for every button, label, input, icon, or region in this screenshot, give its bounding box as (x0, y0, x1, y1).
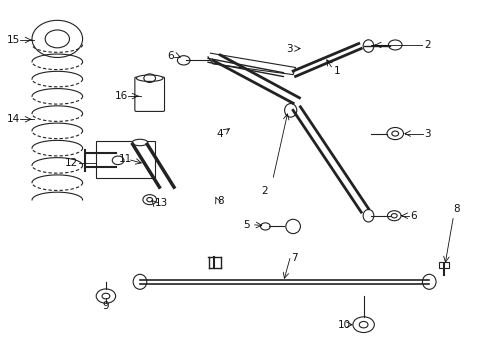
Bar (96, 141, 154, 178)
FancyBboxPatch shape (135, 77, 164, 111)
Text: 14: 14 (7, 114, 20, 124)
Bar (438, 262, 448, 267)
Text: 13: 13 (154, 198, 167, 208)
Text: 11: 11 (119, 154, 132, 164)
Text: 6: 6 (167, 51, 174, 61)
Text: 6: 6 (409, 211, 416, 221)
Text: 7: 7 (290, 252, 297, 262)
Ellipse shape (133, 274, 146, 289)
Ellipse shape (136, 75, 163, 81)
Text: 2: 2 (424, 40, 430, 50)
Text: 2: 2 (261, 186, 267, 197)
Ellipse shape (132, 139, 147, 146)
Text: 1: 1 (333, 66, 340, 76)
Text: 15: 15 (7, 35, 20, 45)
Text: 8: 8 (453, 203, 459, 213)
Text: 16: 16 (114, 91, 127, 101)
Text: 3: 3 (286, 44, 292, 54)
Text: 3: 3 (424, 129, 430, 139)
Text: 5: 5 (242, 220, 249, 230)
Ellipse shape (422, 274, 435, 289)
Text: 8: 8 (216, 197, 223, 206)
Text: 10: 10 (337, 320, 350, 330)
Text: 9: 9 (102, 301, 109, 311)
Text: 4: 4 (216, 129, 222, 139)
Text: 12: 12 (65, 158, 78, 168)
